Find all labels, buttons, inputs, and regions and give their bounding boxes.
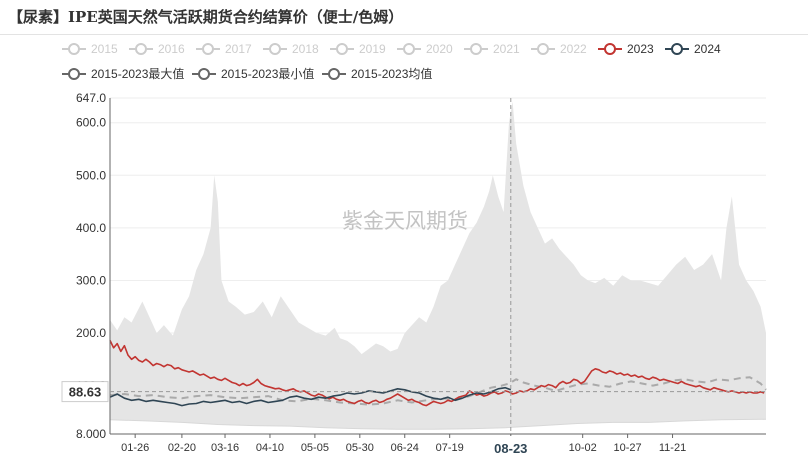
- x-tick-label: 01-26: [121, 442, 149, 454]
- legend-item-2020[interactable]: 2020: [397, 42, 453, 56]
- x-tick-label: 11-21: [659, 442, 686, 454]
- legend-swatch-icon: [192, 67, 216, 81]
- legend-item-2021[interactable]: 2021: [464, 42, 520, 56]
- y-tick-label: 600.0: [76, 116, 106, 130]
- legend-swatch-icon: [531, 42, 555, 56]
- legend-item-2016[interactable]: 2016: [129, 42, 185, 56]
- y-tick-label: 8.000: [76, 427, 106, 441]
- legend-item-2023[interactable]: 2023: [598, 42, 654, 56]
- y-tick-label: 400.0: [76, 221, 106, 235]
- y-tick-label: 300.0: [76, 273, 106, 287]
- legend-label: 2023: [627, 42, 654, 56]
- legend-item-2024[interactable]: 2024: [665, 42, 721, 56]
- cursor-x-label: 08-23: [494, 441, 527, 456]
- legend-item-2019[interactable]: 2019: [330, 42, 386, 56]
- legend-label: 2015-2023均值: [351, 67, 433, 81]
- legend-swatch-icon: [129, 42, 153, 56]
- legend-swatch-icon: [196, 42, 220, 56]
- legend-item-2022[interactable]: 2022: [531, 42, 587, 56]
- x-tick-label: 10-02: [569, 442, 597, 454]
- series-line-2024: [109, 386, 512, 407]
- legend-item-2015[interactable]: 2015: [62, 42, 118, 56]
- cursor-y-label: 88.63: [69, 385, 102, 400]
- legend-item-2018[interactable]: 2018: [263, 42, 319, 56]
- y-tick-label: 200.0: [76, 326, 106, 340]
- x-tick-label: 05-30: [346, 442, 374, 454]
- x-tick-label: 07-19: [436, 442, 464, 454]
- x-tick-label: 10-27: [614, 442, 642, 454]
- cursor-x-label-bg: [486, 436, 535, 458]
- series-min-line: [109, 418, 767, 430]
- legend-swatch-icon: [464, 42, 488, 56]
- legend-label: 2015-2023最小值: [221, 67, 315, 81]
- legend-label: 2019: [359, 42, 386, 56]
- legend-swatch-icon: [62, 42, 86, 56]
- y-tick-label: 647.0: [76, 91, 106, 105]
- legend-swatch-icon: [62, 67, 86, 81]
- legend-label: 2015: [91, 42, 118, 56]
- series-line-2015-2023-: [109, 376, 767, 406]
- chart-plot: 8.000100.0200.0300.0400.0500.0600.0647.0…: [61, 91, 767, 458]
- cursor-y-label-bg: [61, 381, 109, 403]
- legend-item-2015-2023-[interactable]: 2015-2023最大值: [62, 65, 184, 82]
- chart-legend: 2015 2016 2017 2018 2019 2020 2021 2022 2023 2024…: [0, 38, 808, 92]
- legend-swatch-icon: [598, 42, 622, 56]
- legend-item-2015-2023-[interactable]: 2015-2023最小值: [192, 65, 314, 82]
- x-tick-label: 03-16: [211, 442, 239, 454]
- legend-label: 2015-2023最大值: [91, 67, 185, 81]
- legend-item-2015-2023-[interactable]: 2015-2023均值: [322, 65, 432, 82]
- legend-label: 2017: [225, 42, 252, 56]
- series-line-2023: [109, 340, 765, 407]
- legend-swatch-icon: [397, 42, 421, 56]
- x-tick-label: 05-05: [301, 442, 329, 454]
- legend-label: 2024: [694, 42, 721, 56]
- legend-label: 2018: [292, 42, 319, 56]
- x-tick-label: 02-20: [168, 442, 196, 454]
- legend-swatch-icon: [330, 42, 354, 56]
- watermark: 紫金天风期货: [342, 210, 468, 233]
- legend-label: 2016: [158, 42, 185, 56]
- x-tick-label: 06-24: [391, 442, 419, 454]
- x-tick-label: 04-10: [256, 442, 284, 454]
- legend-label: 2020: [426, 42, 453, 56]
- legend-swatch-icon: [322, 67, 346, 81]
- legend-swatch-icon: [665, 42, 689, 56]
- y-tick-label: 500.0: [76, 168, 106, 182]
- chart-title: 【尿素】IPE英国天然气活跃期货合约结算价（便士/色姆）: [8, 8, 404, 26]
- legend-item-2017[interactable]: 2017: [196, 42, 252, 56]
- legend-label: 2021: [493, 42, 520, 56]
- legend-swatch-icon: [263, 42, 287, 56]
- series-max-area: [110, 101, 766, 434]
- title-divider: [0, 34, 808, 35]
- legend-label: 2022: [560, 42, 587, 56]
